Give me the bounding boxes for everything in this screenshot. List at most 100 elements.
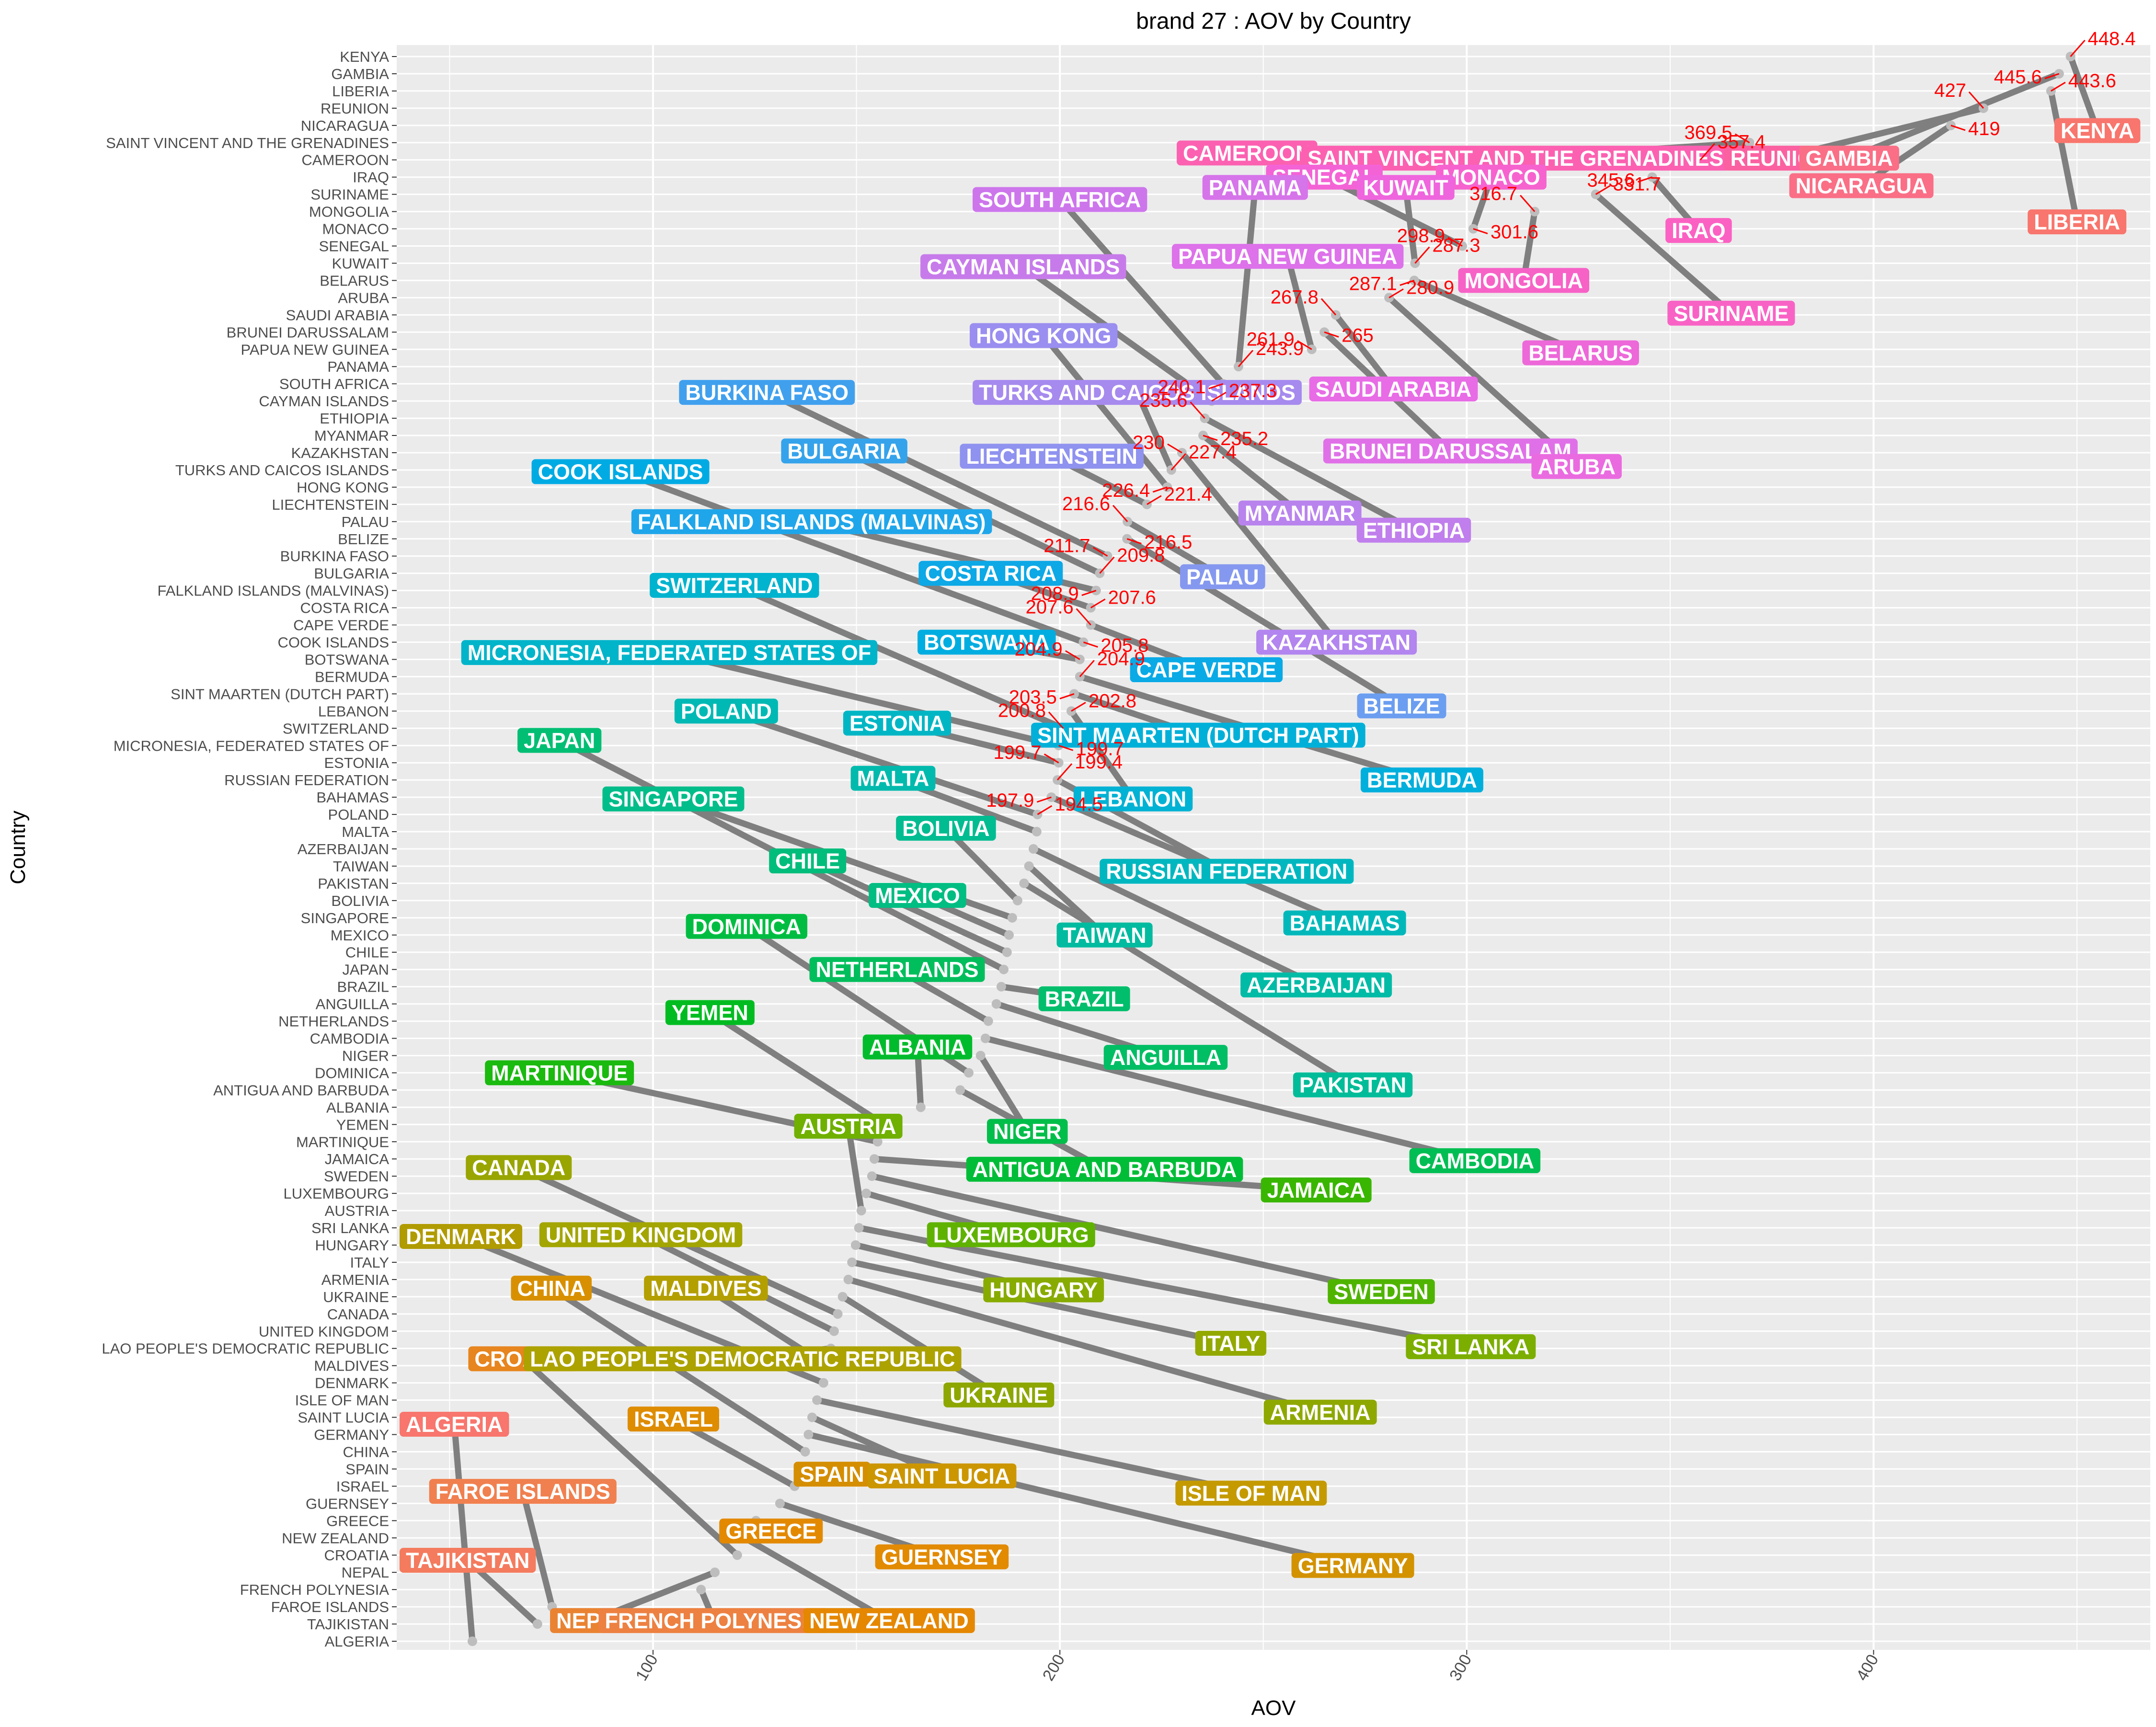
label-box-monaco <box>1435 164 1547 190</box>
label-algeria: ALGERIA <box>406 1412 503 1437</box>
segment-pakistan <box>1021 880 1356 1088</box>
point-italy <box>847 1257 857 1267</box>
value-leader-suriname <box>1595 185 1611 195</box>
value-leader-botswana <box>1065 650 1080 660</box>
value-leader-estonia <box>1044 753 1059 764</box>
label-box-italy <box>1195 1330 1267 1356</box>
y-tick-label-iraq: IRAQ <box>353 169 389 186</box>
y-axis: KENYAGAMBIALIBERIAREUNIONNICARAGUASAINT … <box>102 48 397 1650</box>
label-box-papua-new-guinea <box>1171 244 1404 269</box>
label-box-bolivia <box>896 815 996 841</box>
label-box-algeria <box>400 1411 509 1437</box>
label-box-panama <box>1202 175 1308 200</box>
value-label-suriname: 331.7 <box>1613 174 1661 195</box>
label-box-spain <box>793 1462 871 1487</box>
label-micronesia-federated-states-of: MICRONESIA, FEDERATED STATES OF <box>468 640 872 665</box>
value-label-palau: 216.6 <box>1062 493 1110 515</box>
label-box-china <box>511 1275 592 1301</box>
label-kuwait: KUWAIT <box>1363 175 1448 200</box>
y-tick-label-panama: PANAMA <box>327 358 389 375</box>
y-tick-label-croatia: CROATIA <box>324 1547 390 1564</box>
y-tick-label-cayman-islands: CAYMAN ISLANDS <box>259 393 389 410</box>
point-pakistan <box>1019 878 1029 888</box>
point-netherlands <box>983 1016 993 1026</box>
segment-armenia <box>845 1276 1324 1416</box>
y-tick-label-russian-federation: RUSSIAN FEDERATION <box>224 772 389 789</box>
y-tick-label-spain: SPAIN <box>345 1461 389 1477</box>
segment-south-africa <box>1056 196 1227 387</box>
point-tajikistan <box>532 1619 542 1629</box>
segment-sweden <box>869 1173 1385 1295</box>
label-box-cook-islands <box>531 459 710 484</box>
value-label-aruba: 280.9 <box>1406 277 1454 298</box>
label-box-united-kingdom <box>539 1222 743 1247</box>
value-leader-mongolia <box>1520 194 1536 212</box>
label-box-niger <box>986 1119 1068 1144</box>
point-bolivia <box>1012 895 1022 905</box>
label-sint-maarten-dutch-part: SINT MAARTEN (DUTCH PART) <box>1037 723 1359 748</box>
label-box-suriname <box>1667 300 1795 326</box>
value-label-nicaragua: 419 <box>1968 118 2000 139</box>
y-tick-label-gambia: GAMBIA <box>331 66 389 82</box>
y-tick-label-chile: CHILE <box>345 944 389 961</box>
y-tick-label-cameroon: CAMEROON <box>301 152 389 169</box>
label-box-maldives <box>644 1275 768 1301</box>
segment-faroe-islands <box>519 1488 555 1610</box>
y-tick-label-austria: AUSTRIA <box>325 1202 390 1219</box>
label-falkland-islands-malvinas: FALKLAND ISLANDS (MALVINAS) <box>638 510 986 534</box>
y-tick-label-saint-lucia: SAINT LUCIA <box>298 1409 389 1426</box>
segment-cook-islands <box>617 469 1087 646</box>
label-palau: PALAU <box>1186 565 1259 589</box>
y-tick-label-guernsey: GUERNSEY <box>306 1495 389 1512</box>
value-label-botswana: 204.9 <box>1015 639 1063 660</box>
y-tick-label-italy: ITALY <box>350 1254 389 1271</box>
label-nicaragua: NICARAGUA <box>1796 174 1927 198</box>
label-guernsey: GUERNSEY <box>882 1545 1003 1569</box>
label-suriname: SURINAME <box>1674 301 1789 326</box>
chart-title: brand 27 : AOV by Country <box>1136 9 1411 34</box>
y-tick-label-estonia: ESTONIA <box>324 755 389 771</box>
label-cook-islands: COOK ISLANDS <box>538 460 703 484</box>
point-sweden <box>867 1171 877 1181</box>
y-tick-label-japan: JAPAN <box>342 961 389 978</box>
value-label-bulgaria: 209.8 <box>1117 545 1165 566</box>
y-tick-label-mongolia: MONGOLIA <box>309 204 389 220</box>
label-isle-of-man: ISLE OF MAN <box>1181 1481 1320 1506</box>
label-monaco: MONACO <box>1442 165 1540 190</box>
label-box-dominica <box>686 914 808 939</box>
label-box-germany <box>1291 1553 1414 1578</box>
value-label-sint-maarten-dutch-part: 203.5 <box>1009 686 1057 708</box>
label-jamaica: JAMAICA <box>1267 1178 1365 1202</box>
label-mexico: MEXICO <box>875 883 960 908</box>
y-tick-label-monaco: MONACO <box>322 221 390 238</box>
label-box-costa-rica <box>918 560 1063 586</box>
y-tick-label-antigua-and-barbuda: ANTIGUA AND BARBUDA <box>213 1082 389 1098</box>
label-turks-and-caicos-islands: TURKS AND CAICOS ISLANDS <box>979 380 1296 405</box>
segment-switzerland <box>731 582 1067 732</box>
y-tick-label-luxembourg: LUXEMBOURG <box>284 1185 389 1202</box>
y-tick-label-nepal: NEPAL <box>342 1564 389 1581</box>
point-niger <box>975 1051 986 1061</box>
point-luxembourg <box>861 1189 871 1199</box>
label-box-russian-federation <box>1100 858 1354 884</box>
label-box-liechtenstein <box>960 444 1144 469</box>
label-french-polynesia: FRENCH POLYNESIA <box>605 1609 823 1633</box>
value-leader-monaco <box>1473 228 1488 234</box>
value-label-cook-islands: 205.8 <box>1101 635 1148 656</box>
segment-ukraine <box>839 1293 1002 1398</box>
y-tick-label-denmark: DENMARK <box>315 1375 389 1392</box>
label-azerbaijan: AZERBAIJAN <box>1247 973 1386 997</box>
point-french-polynesia <box>696 1585 706 1595</box>
label-box-taiwan <box>1056 922 1153 948</box>
label-box-jamaica <box>1261 1177 1372 1202</box>
y-tick-label-cape-verde: CAPE VERDE <box>293 617 389 634</box>
y-tick-label-hong-kong: HONG KONG <box>297 479 389 496</box>
y-tick-label-dominica: DOMINICA <box>315 1064 389 1081</box>
y-tick-label-liechtenstein: LIECHTENSTEIN <box>272 496 389 513</box>
label-russian-federation: RUSSIAN FEDERATION <box>1106 859 1347 884</box>
value-label-brunei-darussalam: 265 <box>1342 325 1374 346</box>
value-label-falkland-islands-malvinas: 208.9 <box>1031 583 1079 605</box>
value-label-saudi-arabia: 267.8 <box>1271 286 1319 308</box>
label-box-saint-vincent-and-the-grenadines <box>1301 146 1730 171</box>
